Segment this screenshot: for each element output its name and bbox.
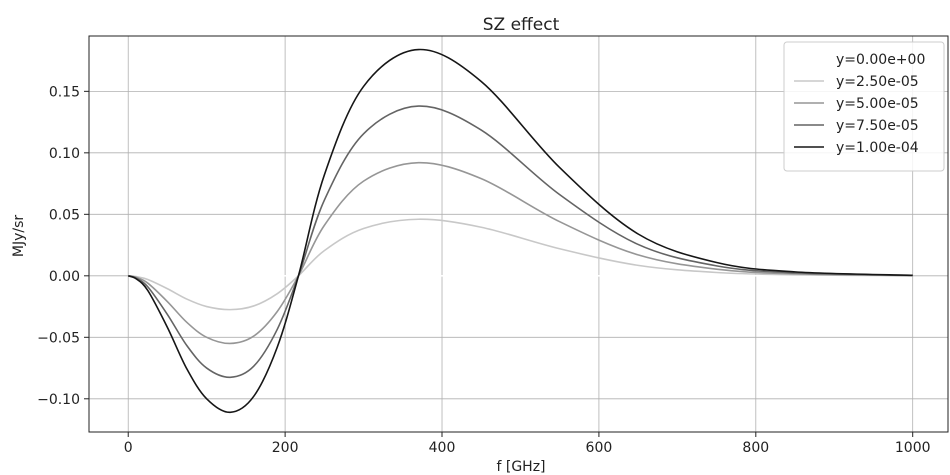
y-tick-label: 0.00 [49, 269, 80, 285]
legend-entry: y=5.00e-05 [836, 96, 919, 112]
x-tick-label: 400 [429, 440, 456, 456]
series-line-2 [128, 161, 913, 345]
x-tick-label: 600 [586, 440, 613, 456]
axis-ticks: 0 200 400 600 800 1000 −0.10 −0.05 0.00 0.05 0.10 0… [37, 84, 930, 456]
legend: y=0.00e+00 y=2.50e-05 y=5.00e-05 y=7.50e-05… [783, 41, 945, 172]
x-tick-label: 800 [742, 440, 769, 456]
x-tick-label: 0 [124, 440, 133, 456]
legend-entry: y=0.00e+00 [836, 52, 925, 68]
y-tick-label: −0.10 [37, 392, 80, 408]
legend-entry: y=2.50e-05 [836, 74, 919, 90]
chart-title: SZ effect [483, 15, 560, 35]
y-tick-label: 0.15 [49, 84, 80, 100]
series-line-3 [128, 105, 913, 379]
legend-entry: y=7.50e-05 [836, 118, 919, 134]
y-tick-label: 0.05 [49, 207, 80, 223]
x-axis-label: f [GHz] [496, 459, 545, 475]
y-tick-label: 0.10 [49, 146, 80, 162]
legend-entry: y=1.00e-04 [836, 140, 919, 156]
series-line-1 [128, 218, 913, 311]
y-tick-label: −0.05 [37, 330, 80, 346]
legend-box [783, 41, 945, 172]
series-line-4 [127, 48, 913, 414]
x-tick-label: 200 [272, 440, 299, 456]
y-axis-label: MJy/sr [11, 215, 27, 258]
x-tick-label: 1000 [895, 440, 931, 456]
series-lines [127, 48, 913, 414]
plot-frame [88, 35, 949, 433]
